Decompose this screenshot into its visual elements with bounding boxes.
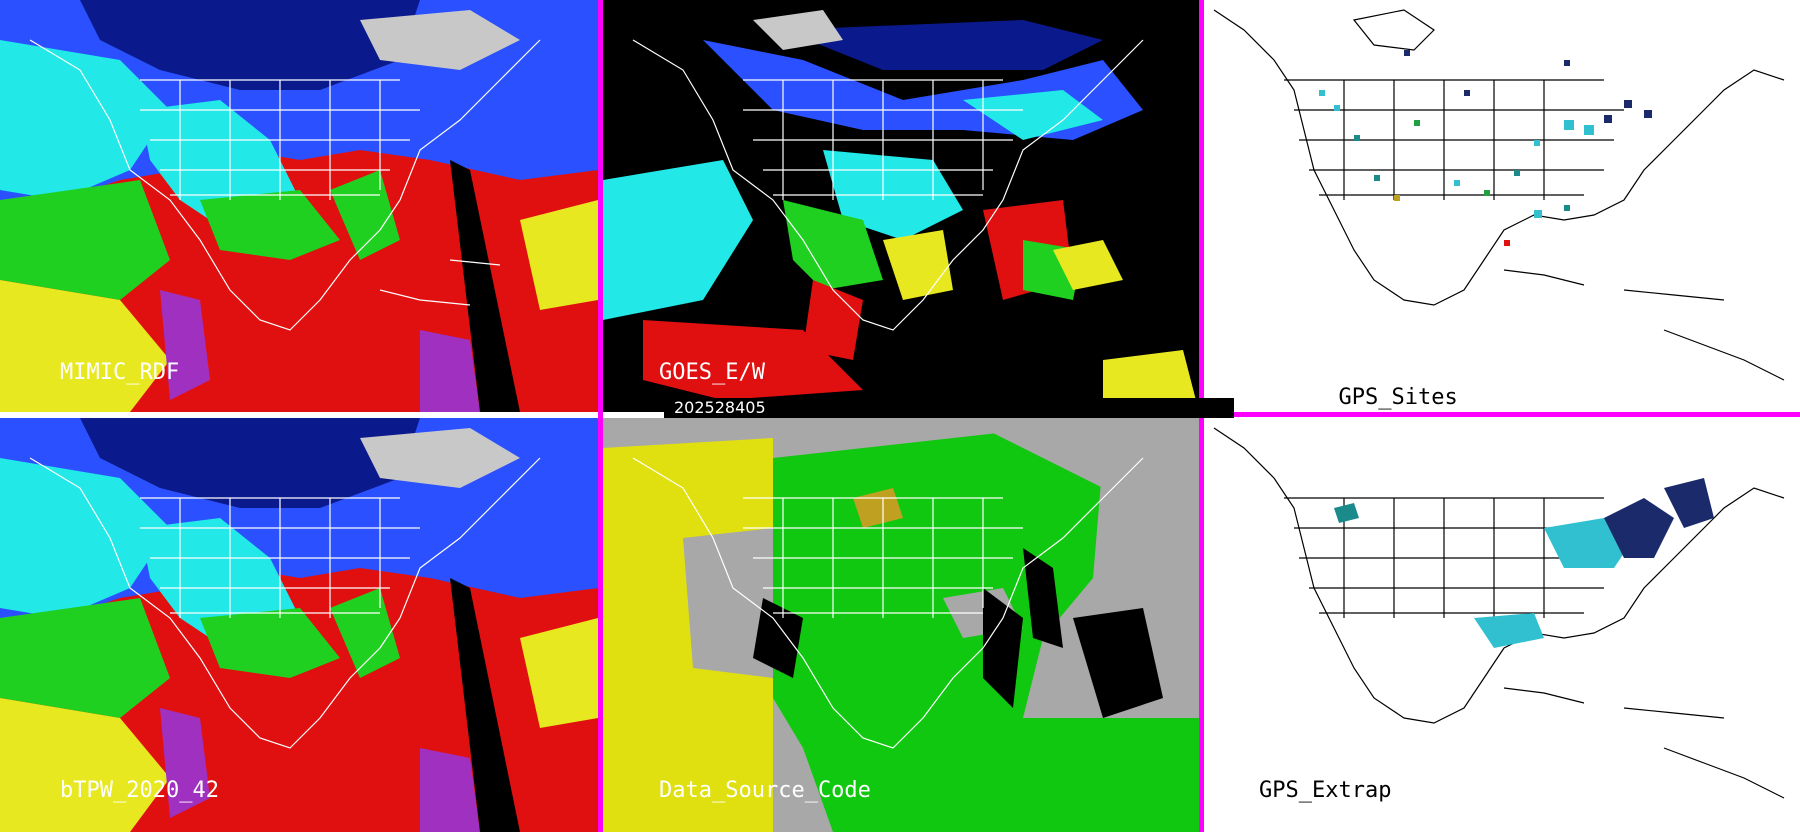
panel-label-gps-extrap: GPS_Extrap [1259, 778, 1392, 803]
timestamp-bar: 202528405 [664, 398, 1234, 418]
gps-sites-map [1213, 9, 1785, 381]
data-source-map [603, 418, 1199, 832]
panel-btpw: bTPW_2020_42 [0, 418, 598, 832]
panel-gps-sites: GPS_Sites 198 [1204, 0, 1800, 412]
panel-goes: GOES_E/W [603, 0, 1199, 412]
divider-vertical-right [1199, 0, 1204, 412]
gps-sites-count: 198 [1366, 410, 1406, 412]
goes-map [603, 0, 1199, 412]
divider-horizontal-right [1199, 412, 1800, 417]
panel-data-source: Data_Source_Code [603, 418, 1199, 832]
panel-label-goes: GOES_E/W [659, 360, 765, 385]
panel-label-data-source: Data_Source_Code [659, 778, 871, 803]
mimic-rdf-map [0, 0, 598, 412]
panel-mimic-rdf: MIMIC_RDF [0, 0, 598, 412]
panel-gps-extrap: GPS_Extrap [1204, 418, 1800, 832]
divider-vertical-right-lower [1199, 418, 1204, 832]
divider-vertical-left [598, 0, 603, 832]
panel-label-btpw: bTPW_2020_42 [60, 778, 219, 803]
gps-extrap-map [1213, 427, 1785, 799]
gps-sites-label: GPS_Sites [1338, 385, 1458, 410]
btpw-map [0, 418, 598, 832]
panel-label-gps-sites: GPS_Sites 198 [1259, 360, 1458, 412]
panel-label-mimic: MIMIC_RDF [60, 360, 180, 385]
